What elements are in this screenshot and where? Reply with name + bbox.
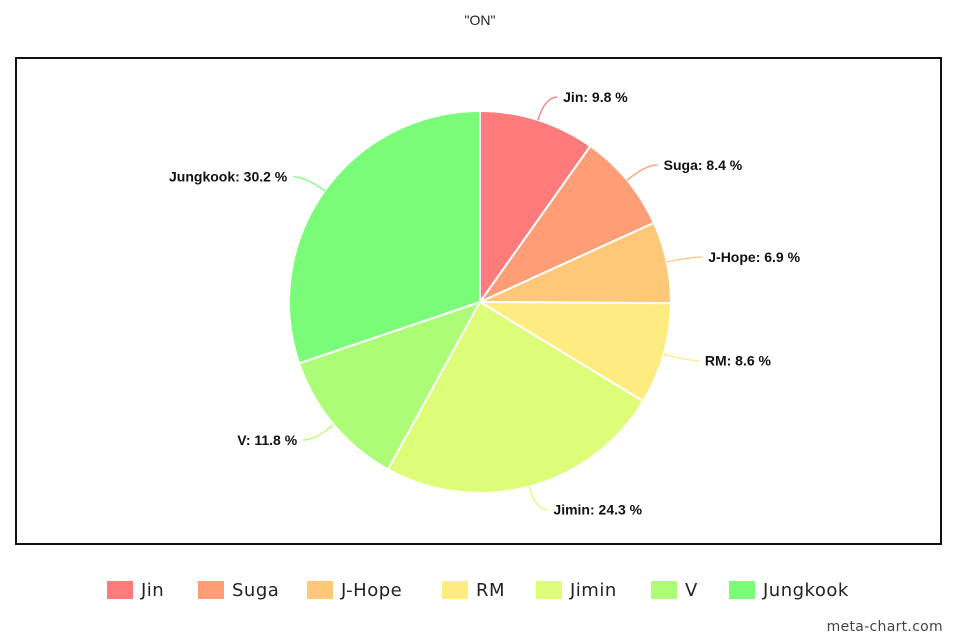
slice-label-jimin: Jimin: 24.3 % bbox=[553, 502, 642, 518]
slice-label-jin: Jin: 9.8 % bbox=[563, 89, 628, 105]
legend-item-rm[interactable]: RM bbox=[442, 576, 505, 604]
pie-slice-v[interactable] bbox=[297, 300, 483, 471]
legend-swatch-jimin bbox=[536, 581, 562, 599]
label-connector-jimin bbox=[528, 486, 548, 511]
slice-labels: Jin: 9.8 % Suga: 8.4 % J-Hope: 6.9 % RM: 8.… bbox=[169, 89, 801, 518]
legend-swatch-jin bbox=[107, 581, 133, 599]
slice-label-suga: Suga: 8.4 % bbox=[664, 157, 743, 173]
legend-label-jungkook: Jungkook bbox=[763, 579, 849, 601]
legend-item-j-hope[interactable]: J-Hope bbox=[307, 576, 402, 604]
legend: Jin Suga J-Hope RM Jimin V Jungkook bbox=[0, 576, 960, 606]
legend-item-jin[interactable]: Jin bbox=[107, 576, 164, 604]
label-connector-jungkook bbox=[293, 176, 326, 192]
legend-item-v[interactable]: V bbox=[651, 576, 698, 604]
legend-item-suga[interactable]: Suga bbox=[198, 576, 279, 604]
watermark: meta-chart.com bbox=[826, 619, 943, 635]
label-connector-j-hope bbox=[666, 256, 703, 263]
pie-slice-suga[interactable] bbox=[477, 144, 656, 305]
legend-label-jimin: Jimin bbox=[570, 579, 617, 601]
slice-label-v: V: 11.8 % bbox=[237, 432, 297, 448]
pie-slice-jin[interactable] bbox=[479, 109, 592, 306]
legend-item-jimin[interactable]: Jimin bbox=[536, 576, 617, 604]
legend-swatch-v bbox=[651, 581, 677, 599]
legend-label-jin: Jin bbox=[141, 579, 165, 601]
chart-title: "ON" bbox=[464, 12, 496, 28]
label-connector-rm bbox=[663, 353, 699, 362]
label-connector-jin bbox=[537, 96, 558, 121]
legend-label-v: V bbox=[685, 579, 698, 601]
legend-swatch-j-hope bbox=[307, 581, 333, 599]
slice-label-rm: RM: 8.6 % bbox=[705, 353, 772, 369]
label-connector-v bbox=[303, 424, 335, 441]
label-connector-suga bbox=[626, 164, 658, 181]
legend-item-jungkook[interactable]: Jungkook bbox=[729, 576, 849, 604]
plot-area-frame bbox=[15, 57, 942, 545]
legend-label-suga: Suga bbox=[232, 579, 280, 601]
legend-label-j-hope: J-Hope bbox=[341, 579, 403, 601]
pie-slices bbox=[288, 109, 673, 494]
legend-label-rm: RM bbox=[476, 579, 506, 601]
pie-slice-rm[interactable] bbox=[476, 300, 673, 403]
slice-label-jungkook: Jungkook: 30.2 % bbox=[169, 169, 288, 185]
legend-swatch-jungkook bbox=[729, 581, 755, 599]
legend-swatch-suga bbox=[198, 581, 224, 599]
slice-label-j-hope: J-Hope: 6.9 % bbox=[708, 249, 800, 265]
legend-swatch-rm bbox=[442, 581, 468, 599]
label-connectors bbox=[293, 96, 703, 511]
